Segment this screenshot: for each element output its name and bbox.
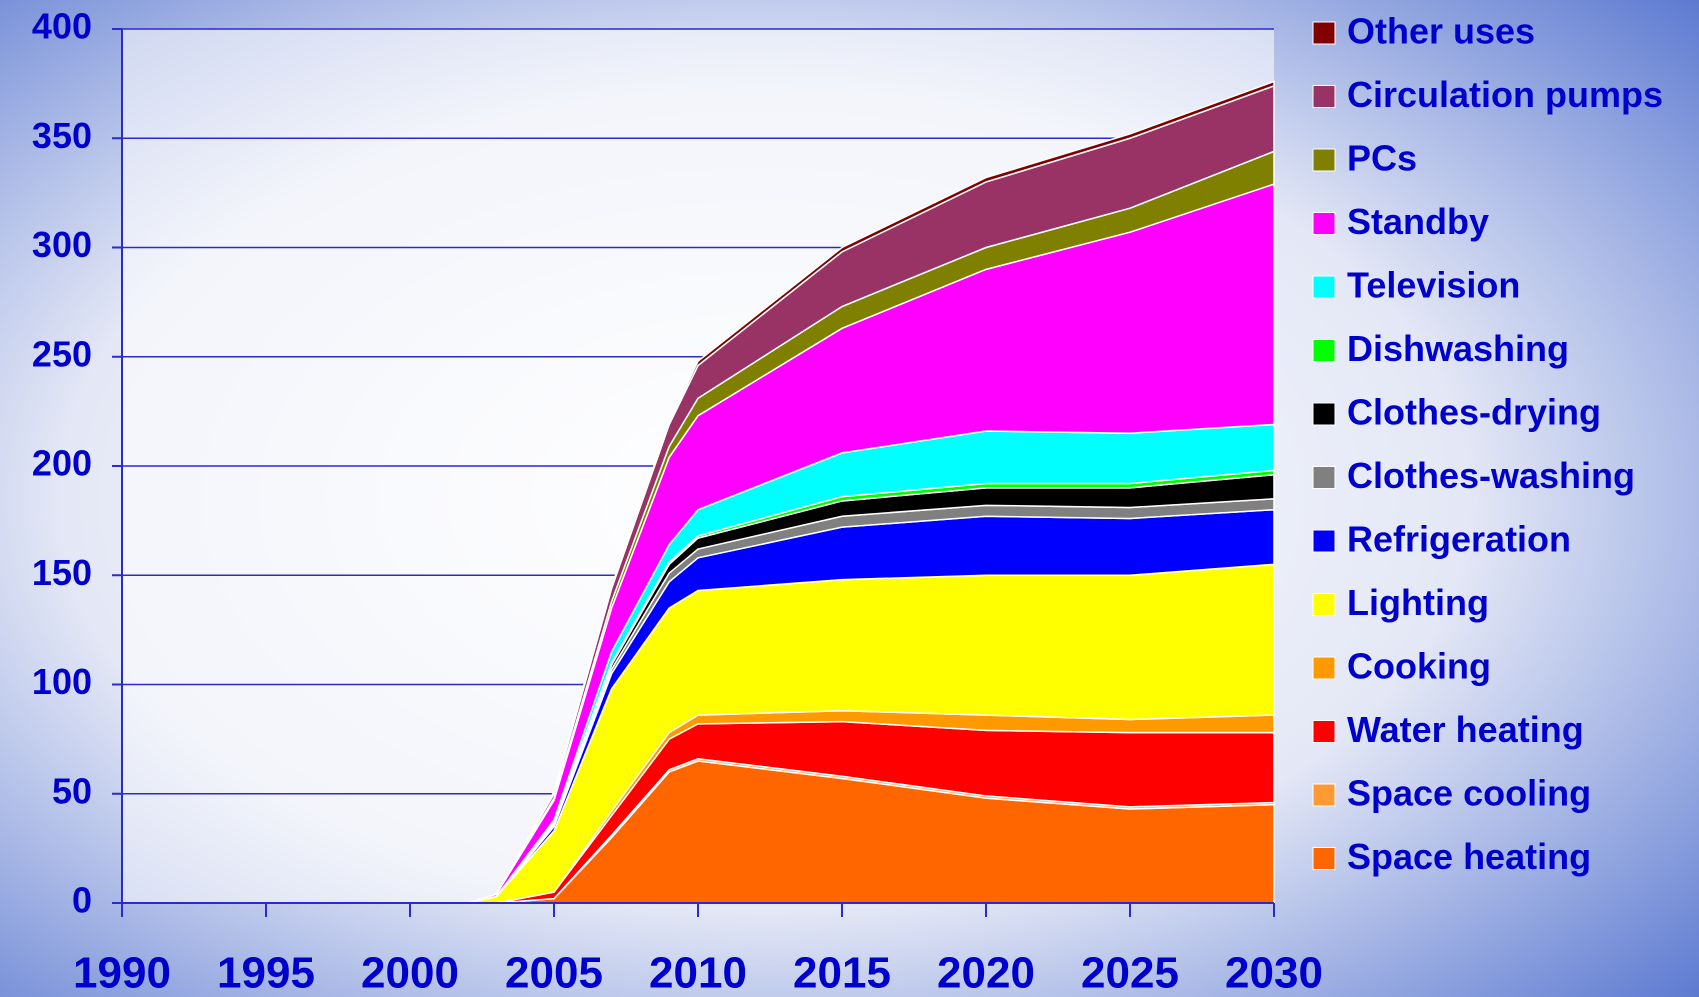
y-tick-label: 300 (32, 224, 92, 265)
x-tick-label: 1990 (73, 949, 171, 997)
x-tick-label: 2010 (649, 949, 747, 997)
legend-swatch (1312, 339, 1336, 362)
x-tick-label: 2020 (937, 949, 1035, 997)
x-tick-label: 2025 (1081, 949, 1179, 997)
legend-label: Dishwashing (1347, 328, 1569, 369)
legend-swatch (1312, 466, 1336, 489)
legend-label: Other uses (1347, 11, 1535, 52)
legend-swatch (1312, 275, 1336, 299)
legend-label: Cooking (1347, 646, 1491, 687)
legend-swatch (1312, 847, 1336, 870)
legend-label: Television (1347, 265, 1520, 306)
legend-swatch (1312, 85, 1336, 108)
y-tick-label: 200 (32, 443, 92, 484)
y-tick-label: 100 (32, 661, 92, 702)
y-tick-label: 400 (32, 6, 92, 47)
legend-swatch (1312, 529, 1336, 553)
x-tick-label: 2015 (793, 949, 891, 997)
legend-swatch (1312, 720, 1336, 743)
legend-label: Circulation pumps (1347, 74, 1663, 115)
legend-label: PCs (1347, 138, 1417, 179)
x-tick-label: 2000 (361, 949, 459, 997)
legend-label: Lighting (1347, 582, 1489, 623)
legend-swatch (1312, 212, 1336, 235)
legend-label: Standby (1347, 201, 1489, 242)
x-tick-label: 2030 (1225, 949, 1323, 997)
legend-swatch (1312, 783, 1336, 807)
legend-label: Clothes-washing (1347, 455, 1635, 496)
legend-label: Space heating (1347, 836, 1591, 877)
legend-swatch (1312, 148, 1336, 172)
y-tick-label: 0 (72, 880, 92, 921)
legend-label: Refrigeration (1347, 519, 1571, 560)
x-tick-label: 1995 (217, 949, 315, 997)
legend-swatch (1312, 21, 1336, 45)
legend-label: Clothes-drying (1347, 392, 1601, 433)
y-tick-label: 50 (52, 770, 92, 811)
x-tick-label: 2005 (505, 949, 603, 997)
legend-label: Water heating (1347, 709, 1584, 750)
y-tick-label: 150 (32, 552, 92, 593)
legend-swatch (1312, 593, 1336, 616)
legend-label: Space cooling (1347, 773, 1591, 814)
area (467, 80, 1275, 904)
y-tick-label: 250 (32, 333, 92, 374)
legend-swatch (1312, 656, 1336, 680)
legend-swatch (1312, 402, 1336, 426)
y-tick-label: 350 (32, 115, 92, 156)
